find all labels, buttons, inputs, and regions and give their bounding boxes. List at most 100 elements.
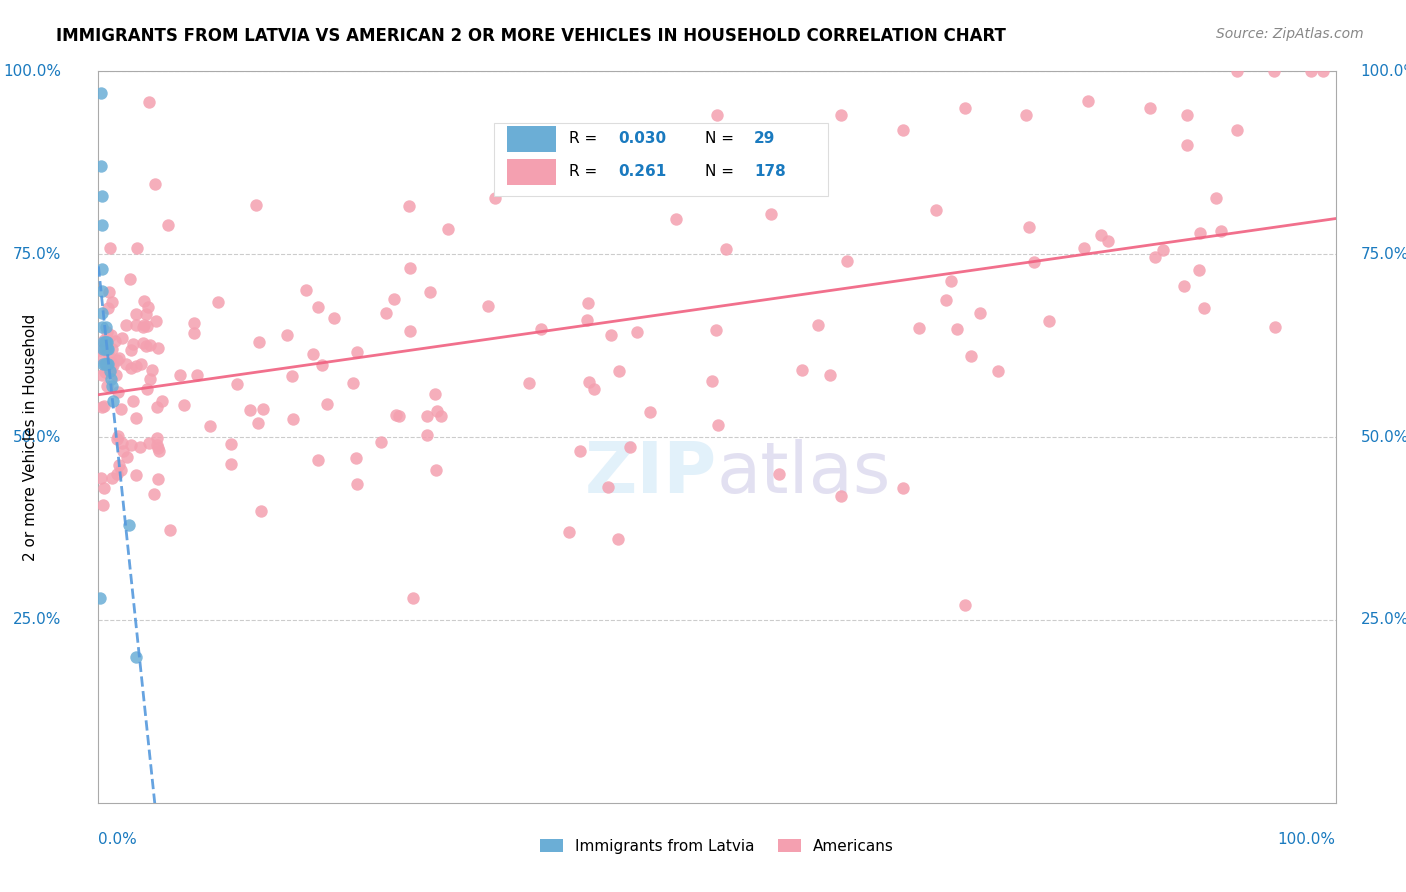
Point: [91, 498, 114, 512]
Text: 29: 29: [754, 131, 776, 146]
Point: [111, 436, 134, 450]
Point: [139, 338, 162, 352]
Point: [138, 436, 160, 450]
Point: [91, 284, 114, 298]
Point: [706, 108, 728, 122]
Point: [761, 207, 783, 221]
Point: [136, 319, 159, 334]
Point: [91, 261, 114, 276]
Point: [94, 355, 117, 369]
Point: [107, 458, 129, 472]
Point: [91, 306, 114, 320]
Point: [346, 345, 368, 359]
Point: [1263, 64, 1285, 78]
Point: [159, 523, 181, 537]
Point: [93, 343, 115, 357]
Text: ZIP: ZIP: [585, 439, 717, 508]
Point: [835, 254, 858, 268]
Point: [91, 368, 114, 383]
Point: [375, 306, 398, 320]
Point: [1152, 243, 1174, 257]
Point: [105, 467, 128, 481]
Point: [173, 398, 195, 412]
Point: [129, 357, 152, 371]
Point: [100, 361, 122, 376]
Point: [110, 463, 132, 477]
Point: [226, 377, 249, 392]
Point: [818, 368, 841, 383]
Point: [295, 284, 318, 298]
Point: [121, 361, 143, 376]
Point: [198, 419, 221, 434]
Point: [90, 87, 112, 101]
Point: [131, 335, 153, 350]
Point: [716, 242, 738, 256]
Point: [148, 341, 170, 355]
Text: 50.0%: 50.0%: [1361, 430, 1406, 444]
Text: 25.0%: 25.0%: [1361, 613, 1406, 627]
Point: [107, 429, 129, 443]
Point: [157, 219, 180, 233]
Point: [125, 410, 148, 425]
Point: [830, 489, 852, 503]
Point: [430, 409, 453, 424]
Point: [1022, 255, 1045, 269]
Point: [517, 376, 540, 390]
Text: Source: ZipAtlas.com: Source: ZipAtlas.com: [1216, 27, 1364, 41]
Point: [93, 334, 115, 349]
Point: [105, 432, 128, 446]
Point: [121, 394, 143, 409]
Point: [91, 188, 114, 202]
Point: [145, 313, 167, 327]
Point: [107, 385, 129, 400]
Point: [219, 437, 242, 451]
Point: [607, 364, 630, 378]
Point: [96, 334, 118, 349]
Point: [425, 463, 447, 477]
Point: [148, 473, 170, 487]
Point: [111, 331, 134, 345]
Point: [93, 482, 115, 496]
Point: [557, 525, 579, 540]
Point: [125, 318, 148, 332]
Text: 100.0%: 100.0%: [1361, 64, 1406, 78]
Legend: Immigrants from Latvia, Americans: Immigrants from Latvia, Americans: [540, 838, 894, 854]
Point: [131, 320, 153, 334]
Point: [121, 337, 143, 351]
Point: [806, 318, 828, 332]
Point: [416, 409, 439, 424]
Point: [953, 599, 976, 613]
Point: [101, 379, 124, 393]
Point: [477, 299, 499, 313]
Point: [115, 318, 138, 333]
Point: [959, 349, 981, 363]
Point: [93, 334, 115, 349]
Point: [1143, 250, 1166, 264]
Text: 100.0%: 100.0%: [1278, 832, 1336, 847]
Point: [987, 364, 1010, 378]
Point: [98, 241, 121, 255]
Point: [97, 357, 120, 371]
Point: [1097, 234, 1119, 248]
Point: [115, 357, 138, 371]
Point: [97, 301, 120, 315]
Point: [246, 416, 269, 430]
FancyBboxPatch shape: [506, 126, 557, 152]
Point: [276, 327, 298, 342]
Point: [145, 438, 167, 452]
Point: [398, 199, 420, 213]
Point: [1038, 313, 1060, 327]
Point: [94, 320, 117, 334]
Point: [1226, 64, 1249, 78]
Point: [125, 467, 148, 482]
Point: [484, 191, 506, 205]
Point: [139, 372, 162, 386]
Point: [132, 318, 155, 332]
Point: [98, 285, 121, 299]
Point: [125, 359, 148, 373]
Point: [247, 334, 270, 349]
Point: [388, 409, 411, 423]
Point: [93, 399, 115, 413]
Point: [1205, 191, 1227, 205]
Point: [120, 438, 142, 452]
